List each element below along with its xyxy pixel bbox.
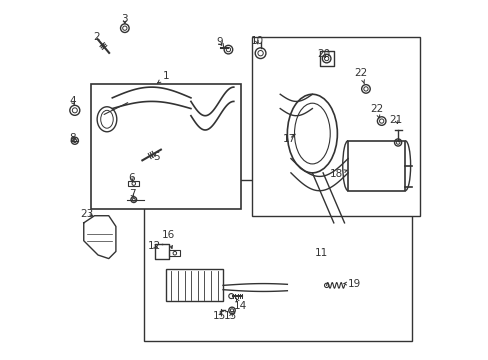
Text: 3: 3 bbox=[122, 14, 128, 24]
Text: 20: 20 bbox=[317, 49, 330, 59]
Text: 22: 22 bbox=[369, 104, 383, 118]
Text: 22: 22 bbox=[353, 68, 366, 83]
Text: 17: 17 bbox=[282, 134, 295, 144]
Bar bbox=[347, 141, 405, 191]
Bar bbox=[251, 37, 419, 216]
Text: 23: 23 bbox=[81, 209, 94, 219]
Text: 7: 7 bbox=[128, 189, 135, 199]
Bar bbox=[165, 269, 223, 301]
Text: 2: 2 bbox=[93, 32, 104, 47]
Text: 15: 15 bbox=[212, 311, 225, 321]
Text: 18: 18 bbox=[329, 168, 346, 179]
Bar bbox=[128, 181, 139, 186]
Bar bbox=[169, 250, 180, 256]
Bar bbox=[91, 84, 241, 208]
Text: 4: 4 bbox=[69, 96, 76, 107]
Text: 19: 19 bbox=[343, 279, 361, 289]
Text: 11: 11 bbox=[314, 248, 327, 258]
Text: 5: 5 bbox=[150, 152, 160, 162]
Text: 6: 6 bbox=[128, 173, 135, 183]
Text: 14: 14 bbox=[233, 298, 246, 311]
Text: 9: 9 bbox=[216, 37, 223, 48]
Bar bbox=[144, 180, 411, 341]
Text: 21: 21 bbox=[389, 115, 402, 125]
Text: 1: 1 bbox=[157, 71, 169, 83]
Text: 13: 13 bbox=[224, 311, 237, 321]
Text: 8: 8 bbox=[69, 133, 76, 143]
Text: 10: 10 bbox=[250, 36, 263, 46]
Text: 12: 12 bbox=[147, 241, 161, 251]
Text: 16: 16 bbox=[161, 230, 174, 248]
